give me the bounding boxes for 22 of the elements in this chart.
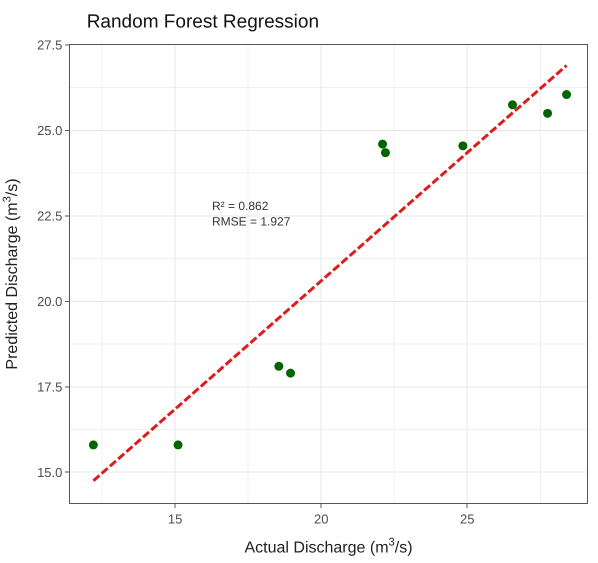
x-tick-label: 15 xyxy=(168,512,182,527)
y-tick-label: 25.0 xyxy=(37,123,62,138)
point xyxy=(174,440,183,450)
point xyxy=(508,100,518,110)
annotation: R² = 0.862 RMSE = 1.927 xyxy=(212,199,291,229)
point xyxy=(380,148,390,158)
y-tick-label: 27.5 xyxy=(37,38,62,53)
chart-title: Random Forest Regression xyxy=(86,11,320,32)
point xyxy=(274,362,284,371)
point xyxy=(286,368,296,378)
point xyxy=(562,90,572,100)
point xyxy=(458,141,468,150)
x-tick-label: 20 xyxy=(314,512,328,527)
point xyxy=(88,440,98,450)
point xyxy=(378,140,388,149)
x-tick-label: 25 xyxy=(460,512,474,527)
x-axis-title: Actual Discharge (m$^{3}$/s) xyxy=(244,536,413,556)
y-tick-label: 17.5 xyxy=(37,379,62,394)
point xyxy=(543,108,552,118)
y-tick-label: 20.0 xyxy=(37,294,62,309)
y-tick-label: 15.0 xyxy=(37,464,62,480)
y-tick-label: 22.5 xyxy=(37,208,62,224)
